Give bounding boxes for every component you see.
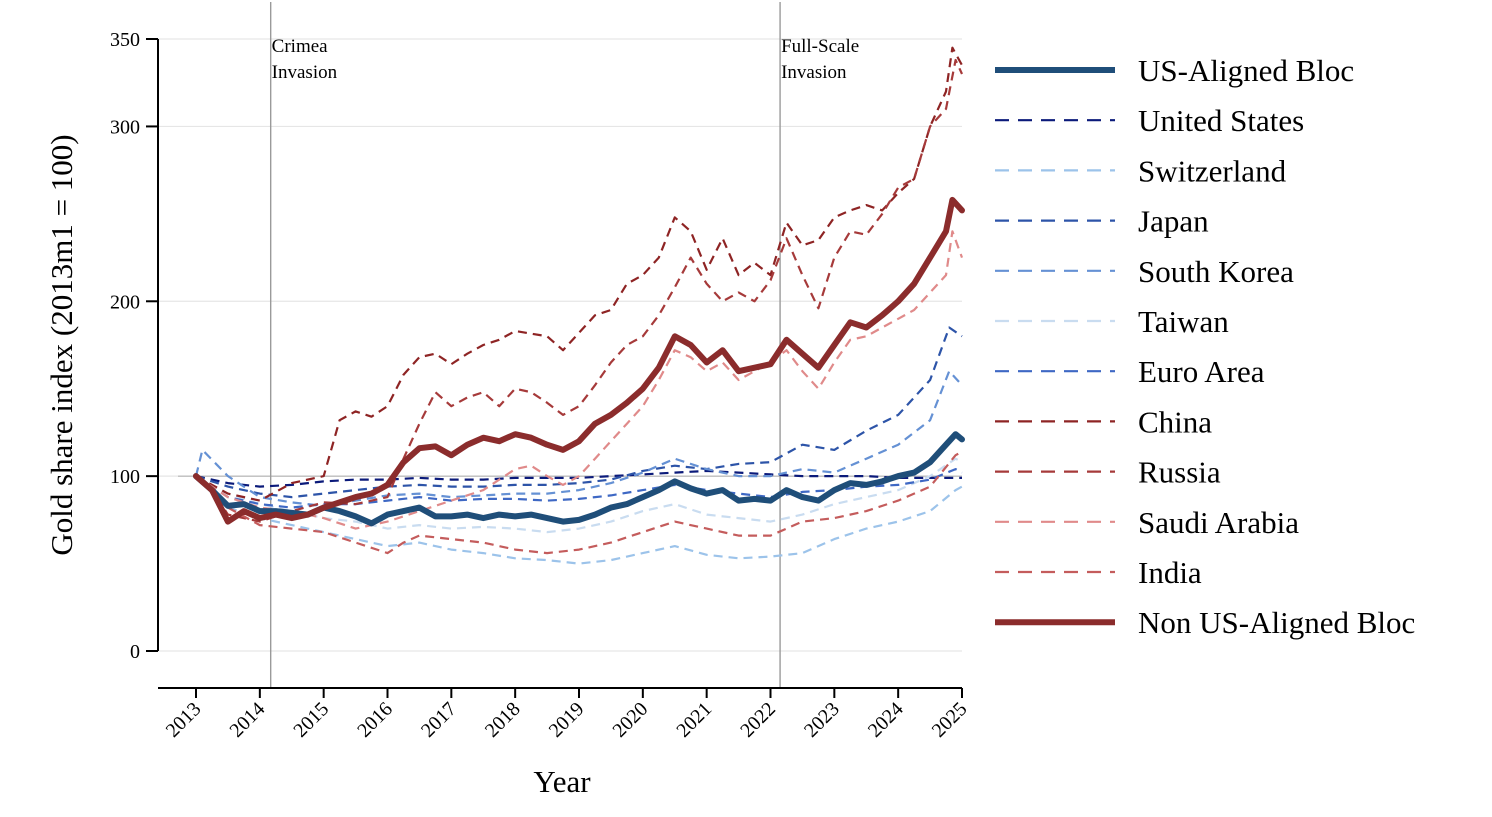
series-line-india (195, 450, 963, 555)
x-tick-label: 2019 (545, 698, 589, 742)
legend-label: Taiwan (1138, 304, 1229, 339)
legend-label: Russia (1138, 455, 1221, 490)
y-tick-label: 0 (130, 641, 140, 663)
y-tick-label: 350 (110, 29, 140, 51)
legend-label: Non US-Aligned Bloc (1138, 605, 1415, 640)
y-tick-label: 200 (110, 291, 140, 313)
legend-label: US-Aligned Bloc (1138, 53, 1354, 88)
x-tick-label: 2023 (800, 698, 844, 742)
legend: US-Aligned Bloc United States Switzerland J… (995, 53, 1415, 640)
event-annotation-label: Full-Scale (781, 36, 859, 57)
y-tick-label: 300 (110, 116, 140, 138)
x-tick-label: 2016 (353, 698, 397, 742)
series-line-switzerland (195, 475, 963, 565)
legend-label: China (1138, 404, 1212, 439)
legend-label: United States (1138, 103, 1304, 138)
legend-label: South Korea (1138, 254, 1294, 289)
annotation-layer: Crimea Invasion Full-Scale Invasion (269, 2, 859, 688)
series-line-taiwan (195, 457, 963, 534)
legend-label: Euro Area (1138, 354, 1265, 389)
x-axis-title: Year (533, 764, 591, 799)
x-tick-label: 2014 (226, 698, 270, 742)
series-line-non-us-aligned-bloc (193, 196, 965, 525)
event-annotation-label: Crimea (272, 36, 328, 57)
series-line-russia (195, 58, 964, 523)
x-tick-label: 2020 (609, 698, 653, 742)
event-annotation-label: Invasion (781, 62, 847, 83)
x-tick-label: 2021 (672, 698, 716, 742)
y-tick-label: 100 (110, 466, 140, 488)
legend-label: India (1138, 555, 1202, 590)
x-tick-label: 2018 (481, 698, 525, 742)
x-tick-label: 2025 (928, 698, 972, 742)
x-tick-label: 2015 (289, 698, 333, 742)
legend-label: Switzerland (1138, 153, 1287, 188)
y-axis-title: Gold share index (2013m1 = 100) (44, 134, 79, 555)
x-tick-label: 2022 (736, 698, 780, 742)
series-line-china (195, 46, 963, 502)
series-line-saudi-arabia (195, 230, 964, 530)
axes-layer: 0 100 200 300 350 2013 2014 2015 2016 2017 2018 201… (110, 29, 972, 742)
legend-label: Japan (1138, 204, 1209, 239)
grid-layer (158, 38, 962, 652)
x-tick-label: 2024 (864, 698, 908, 742)
x-tick-label: 2013 (162, 698, 206, 742)
series-layer (193, 46, 965, 565)
x-tick-label: 2017 (417, 698, 461, 742)
event-annotation-label: Invasion (272, 62, 338, 83)
legend-label: Saudi Arabia (1138, 505, 1299, 540)
series-line-south-korea (194, 370, 963, 507)
series-line-japan (195, 326, 963, 499)
series-line-united-states (195, 469, 962, 488)
